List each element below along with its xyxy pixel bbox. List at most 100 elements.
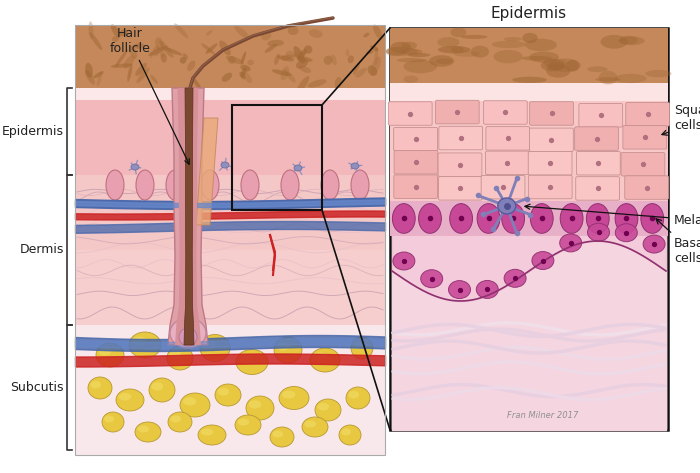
Ellipse shape — [560, 234, 582, 252]
Ellipse shape — [615, 74, 647, 83]
Ellipse shape — [310, 348, 340, 372]
Ellipse shape — [373, 25, 382, 39]
Ellipse shape — [335, 77, 342, 88]
Ellipse shape — [587, 203, 609, 233]
Ellipse shape — [127, 63, 132, 82]
Ellipse shape — [274, 53, 279, 65]
Ellipse shape — [560, 203, 583, 233]
FancyBboxPatch shape — [529, 128, 573, 151]
Ellipse shape — [183, 397, 196, 406]
Ellipse shape — [351, 163, 359, 169]
Ellipse shape — [281, 170, 299, 200]
Ellipse shape — [93, 71, 104, 78]
Ellipse shape — [150, 52, 153, 58]
Ellipse shape — [161, 53, 167, 63]
Ellipse shape — [149, 378, 175, 402]
Ellipse shape — [595, 77, 621, 82]
Ellipse shape — [281, 66, 289, 80]
FancyBboxPatch shape — [394, 150, 438, 174]
Ellipse shape — [132, 337, 146, 346]
Ellipse shape — [321, 170, 339, 200]
Text: Squamous
cells: Squamous cells — [662, 104, 700, 135]
Ellipse shape — [151, 382, 163, 391]
Ellipse shape — [421, 270, 442, 288]
Ellipse shape — [313, 352, 326, 360]
Ellipse shape — [265, 44, 277, 53]
Ellipse shape — [241, 67, 246, 78]
Ellipse shape — [96, 343, 124, 367]
Ellipse shape — [400, 49, 422, 55]
Ellipse shape — [179, 328, 197, 346]
Ellipse shape — [491, 41, 526, 48]
FancyBboxPatch shape — [577, 151, 620, 175]
FancyBboxPatch shape — [439, 126, 482, 150]
Ellipse shape — [298, 49, 307, 61]
Ellipse shape — [243, 71, 252, 83]
Ellipse shape — [393, 203, 415, 233]
FancyBboxPatch shape — [575, 177, 620, 200]
Ellipse shape — [368, 65, 377, 76]
Ellipse shape — [393, 252, 415, 270]
Polygon shape — [175, 88, 201, 345]
FancyBboxPatch shape — [623, 126, 666, 149]
Text: Epidermis: Epidermis — [491, 7, 567, 21]
Ellipse shape — [219, 41, 231, 55]
Ellipse shape — [240, 65, 251, 71]
Ellipse shape — [112, 36, 119, 42]
Ellipse shape — [261, 32, 272, 40]
Ellipse shape — [461, 35, 487, 39]
Ellipse shape — [366, 51, 373, 54]
Ellipse shape — [90, 32, 102, 50]
Ellipse shape — [239, 354, 253, 363]
Ellipse shape — [203, 339, 216, 349]
Ellipse shape — [201, 429, 214, 436]
Ellipse shape — [134, 44, 145, 49]
Ellipse shape — [166, 170, 184, 200]
Ellipse shape — [237, 419, 249, 426]
Ellipse shape — [308, 79, 327, 88]
Ellipse shape — [502, 203, 524, 233]
Ellipse shape — [136, 68, 150, 83]
Ellipse shape — [160, 49, 164, 58]
Ellipse shape — [284, 69, 295, 83]
Bar — [75, 88, 385, 100]
FancyBboxPatch shape — [486, 127, 530, 150]
Ellipse shape — [353, 341, 363, 349]
Ellipse shape — [543, 59, 567, 68]
Text: Hair
follicle: Hair follicle — [110, 27, 189, 164]
Ellipse shape — [450, 27, 466, 37]
Ellipse shape — [192, 77, 202, 90]
Ellipse shape — [135, 63, 147, 76]
Ellipse shape — [339, 425, 361, 445]
Ellipse shape — [640, 203, 664, 233]
Ellipse shape — [531, 203, 553, 233]
Bar — [75, 88, 385, 175]
Ellipse shape — [619, 36, 645, 45]
Ellipse shape — [281, 54, 292, 61]
Text: Dermis: Dermis — [20, 244, 64, 256]
Ellipse shape — [130, 46, 137, 59]
Ellipse shape — [476, 280, 498, 298]
Ellipse shape — [85, 63, 93, 78]
Ellipse shape — [246, 396, 274, 420]
Ellipse shape — [356, 68, 367, 78]
Ellipse shape — [97, 71, 102, 87]
Ellipse shape — [104, 415, 114, 422]
Ellipse shape — [272, 70, 291, 76]
Ellipse shape — [386, 47, 407, 56]
Ellipse shape — [346, 49, 349, 56]
Ellipse shape — [170, 415, 181, 422]
Ellipse shape — [88, 377, 112, 399]
Polygon shape — [168, 88, 208, 345]
Ellipse shape — [150, 75, 158, 84]
Ellipse shape — [645, 70, 671, 77]
Ellipse shape — [566, 60, 579, 71]
FancyBboxPatch shape — [484, 101, 527, 124]
Bar — [232, 105, 322, 210]
Ellipse shape — [241, 52, 246, 64]
FancyBboxPatch shape — [579, 104, 623, 127]
Bar — [75, 325, 385, 455]
Ellipse shape — [504, 269, 526, 287]
Ellipse shape — [153, 46, 160, 56]
Ellipse shape — [349, 391, 359, 399]
